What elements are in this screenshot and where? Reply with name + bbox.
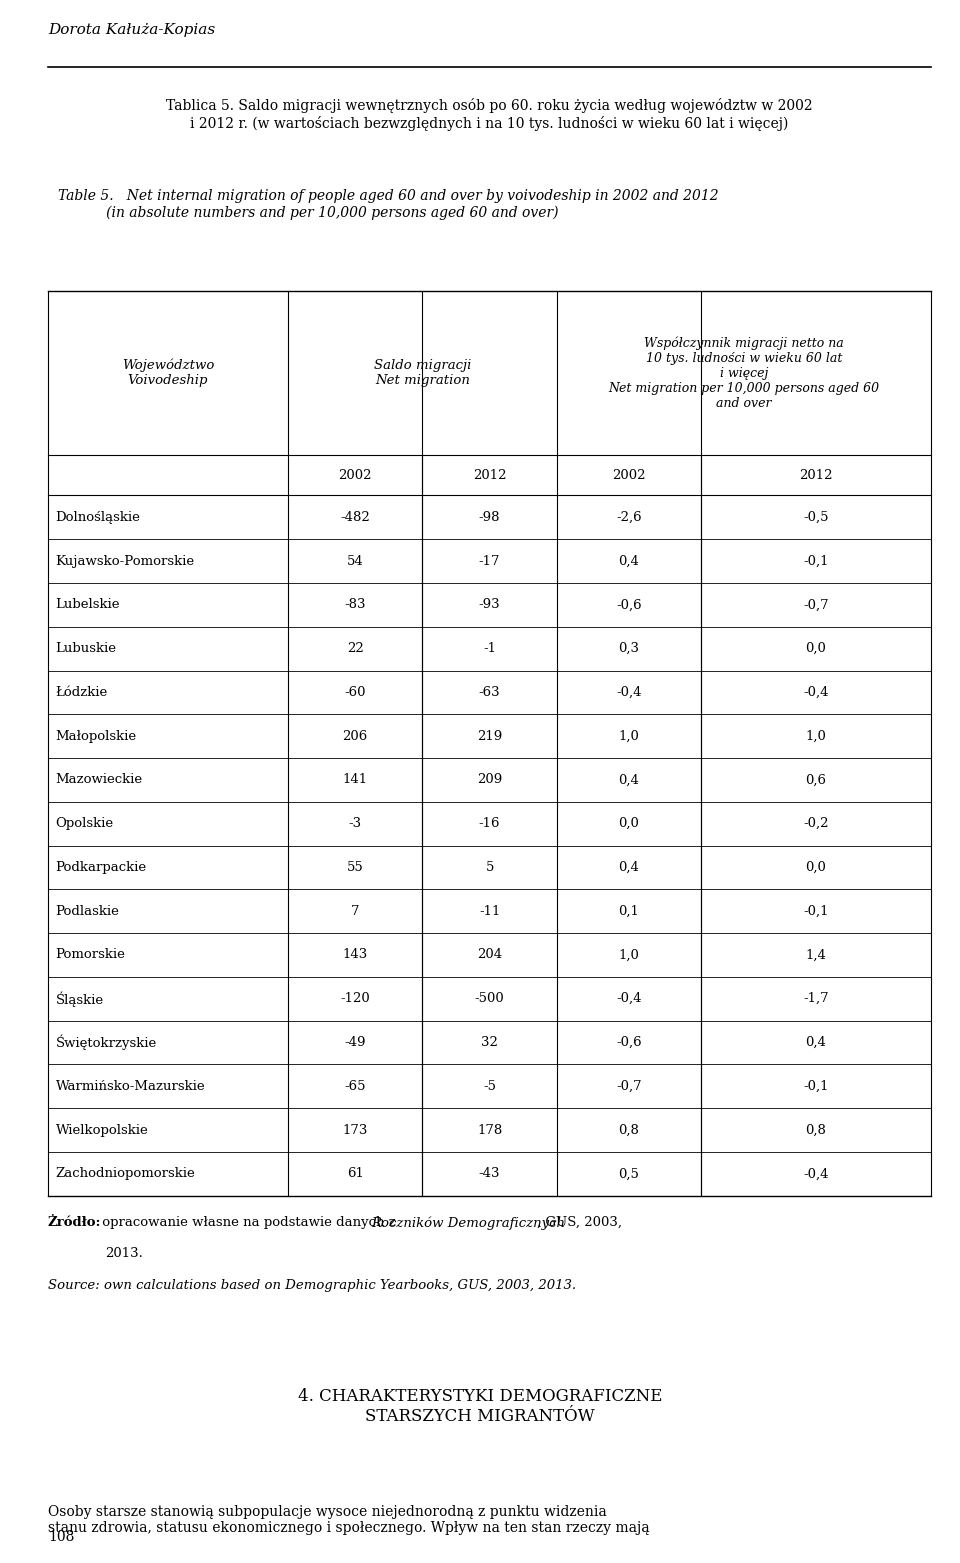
Text: 61: 61: [347, 1168, 364, 1180]
Text: -16: -16: [479, 817, 500, 830]
Text: -83: -83: [345, 599, 366, 611]
Text: 0,8: 0,8: [805, 1124, 827, 1136]
Text: 0,0: 0,0: [618, 817, 639, 830]
Text: Wielkopolskie: Wielkopolskie: [56, 1124, 149, 1136]
Text: 0,4: 0,4: [618, 861, 639, 874]
Text: 55: 55: [347, 861, 364, 874]
Text: 206: 206: [343, 730, 368, 742]
Text: 2013.: 2013.: [106, 1247, 143, 1260]
Text: , GUS, 2003,: , GUS, 2003,: [537, 1216, 622, 1229]
Text: -0,1: -0,1: [804, 905, 828, 917]
Text: -98: -98: [479, 511, 500, 524]
Text: -1: -1: [483, 642, 496, 655]
Text: 1,0: 1,0: [618, 730, 639, 742]
Text: 32: 32: [481, 1036, 498, 1049]
Text: Żródło:: Żródło:: [48, 1216, 102, 1229]
Text: -5: -5: [483, 1080, 496, 1093]
Text: 0,1: 0,1: [618, 905, 639, 917]
Text: -0,4: -0,4: [616, 993, 641, 1005]
Text: 0,8: 0,8: [618, 1124, 639, 1136]
Text: 141: 141: [343, 774, 368, 786]
Text: -93: -93: [479, 599, 500, 611]
Text: Lubelskie: Lubelskie: [56, 599, 120, 611]
Text: Warmińsko-Mazurskie: Warmińsko-Mazurskie: [56, 1080, 205, 1093]
Text: Zachodniopomorskie: Zachodniopomorskie: [56, 1168, 196, 1180]
Text: Roczników Demograficznych: Roczników Demograficznych: [372, 1216, 565, 1230]
Text: -0,4: -0,4: [804, 1168, 828, 1180]
Text: Kujawsko-Pomorskie: Kujawsko-Pomorskie: [56, 555, 195, 567]
Text: -0,2: -0,2: [804, 817, 828, 830]
Text: -0,6: -0,6: [616, 599, 641, 611]
Text: 209: 209: [477, 774, 502, 786]
Text: -0,1: -0,1: [804, 555, 828, 567]
Text: -482: -482: [341, 511, 370, 524]
Text: Podkarpackie: Podkarpackie: [56, 861, 147, 874]
Text: -43: -43: [479, 1168, 500, 1180]
Text: 1,4: 1,4: [805, 949, 827, 961]
Text: 108: 108: [48, 1530, 74, 1544]
Text: Osoby starsze stanowią subpopulacje wysoce niejednorodną z punktu widzenia
stanu: Osoby starsze stanowią subpopulacje wyso…: [48, 1505, 650, 1535]
Text: 7: 7: [351, 905, 359, 917]
Text: 2012: 2012: [800, 469, 832, 481]
Text: 54: 54: [347, 555, 364, 567]
Text: 0,4: 0,4: [618, 774, 639, 786]
Text: 173: 173: [343, 1124, 368, 1136]
Text: 0,3: 0,3: [618, 642, 639, 655]
Text: 143: 143: [343, 949, 368, 961]
Text: 2012: 2012: [473, 469, 506, 481]
Text: Dorota Kałuża-Kopias: Dorota Kałuża-Kopias: [48, 23, 215, 38]
Text: -11: -11: [479, 905, 500, 917]
Text: 4. CHARAKTERYSTYKI DEMOGRAFICZNE
STARSZYCH MIGRANTÓW: 4. CHARAKTERYSTYKI DEMOGRAFICZNE STARSZY…: [298, 1388, 662, 1424]
Text: -0,5: -0,5: [804, 511, 828, 524]
Text: Saldo migracji
Net migration: Saldo migracji Net migration: [373, 359, 471, 386]
Text: 0,0: 0,0: [805, 642, 827, 655]
Text: 219: 219: [477, 730, 502, 742]
Text: -500: -500: [475, 993, 504, 1005]
Text: -0,4: -0,4: [804, 686, 828, 699]
Text: opracowanie własne na podstawie danych z: opracowanie własne na podstawie danych z: [98, 1216, 400, 1229]
Text: -60: -60: [345, 686, 366, 699]
Text: 0,5: 0,5: [618, 1168, 639, 1180]
Text: -0,7: -0,7: [804, 599, 828, 611]
Text: 0,4: 0,4: [618, 555, 639, 567]
Text: Łódzkie: Łódzkie: [56, 686, 108, 699]
Text: 5: 5: [486, 861, 493, 874]
Text: 178: 178: [477, 1124, 502, 1136]
Text: -3: -3: [348, 817, 362, 830]
Text: Dolnośląskie: Dolnośląskie: [56, 511, 140, 524]
Text: Współczynnik migracji netto na
10 tys. ludności w wieku 60 lat
i więcej
Net migr: Współczynnik migracji netto na 10 tys. l…: [609, 336, 879, 410]
Text: Tablica 5. Saldo migracji wewnętrznych osób po 60. roku życia według województw : Tablica 5. Saldo migracji wewnętrznych o…: [166, 98, 813, 131]
Text: Lubuskie: Lubuskie: [56, 642, 117, 655]
Text: -63: -63: [479, 686, 500, 699]
Text: 2002: 2002: [612, 469, 645, 481]
Text: Mazowieckie: Mazowieckie: [56, 774, 143, 786]
Text: -0,7: -0,7: [616, 1080, 641, 1093]
Text: 0,4: 0,4: [805, 1036, 827, 1049]
Text: -0,4: -0,4: [616, 686, 641, 699]
Text: Świętokrzyskie: Świętokrzyskie: [56, 1035, 156, 1050]
Text: -0,1: -0,1: [804, 1080, 828, 1093]
Text: -1,7: -1,7: [804, 993, 828, 1005]
Text: Małopolskie: Małopolskie: [56, 730, 137, 742]
Text: 0,0: 0,0: [805, 861, 827, 874]
Text: -49: -49: [345, 1036, 366, 1049]
Text: Podlaskie: Podlaskie: [56, 905, 120, 917]
Text: Source: own calculations based on Demographic Yearbooks, GUS, 2003, 2013.: Source: own calculations based on Demogr…: [48, 1279, 576, 1291]
Text: Pomorskie: Pomorskie: [56, 949, 126, 961]
Text: Śląskie: Śląskie: [56, 991, 104, 1007]
Text: -120: -120: [341, 993, 370, 1005]
Text: 0,6: 0,6: [805, 774, 827, 786]
Text: Opolskie: Opolskie: [56, 817, 114, 830]
Text: 2002: 2002: [339, 469, 372, 481]
Text: 204: 204: [477, 949, 502, 961]
Text: -17: -17: [479, 555, 500, 567]
Text: 1,0: 1,0: [618, 949, 639, 961]
Text: -0,6: -0,6: [616, 1036, 641, 1049]
Text: -2,6: -2,6: [616, 511, 641, 524]
Text: Table 5.   Net internal migration of people aged 60 and over by voivodeship in 2: Table 5. Net internal migration of peopl…: [58, 189, 718, 220]
Text: Województwo
Voivodeship: Województwo Voivodeship: [122, 358, 214, 388]
Text: -65: -65: [345, 1080, 366, 1093]
Text: 22: 22: [347, 642, 364, 655]
Text: 1,0: 1,0: [805, 730, 827, 742]
